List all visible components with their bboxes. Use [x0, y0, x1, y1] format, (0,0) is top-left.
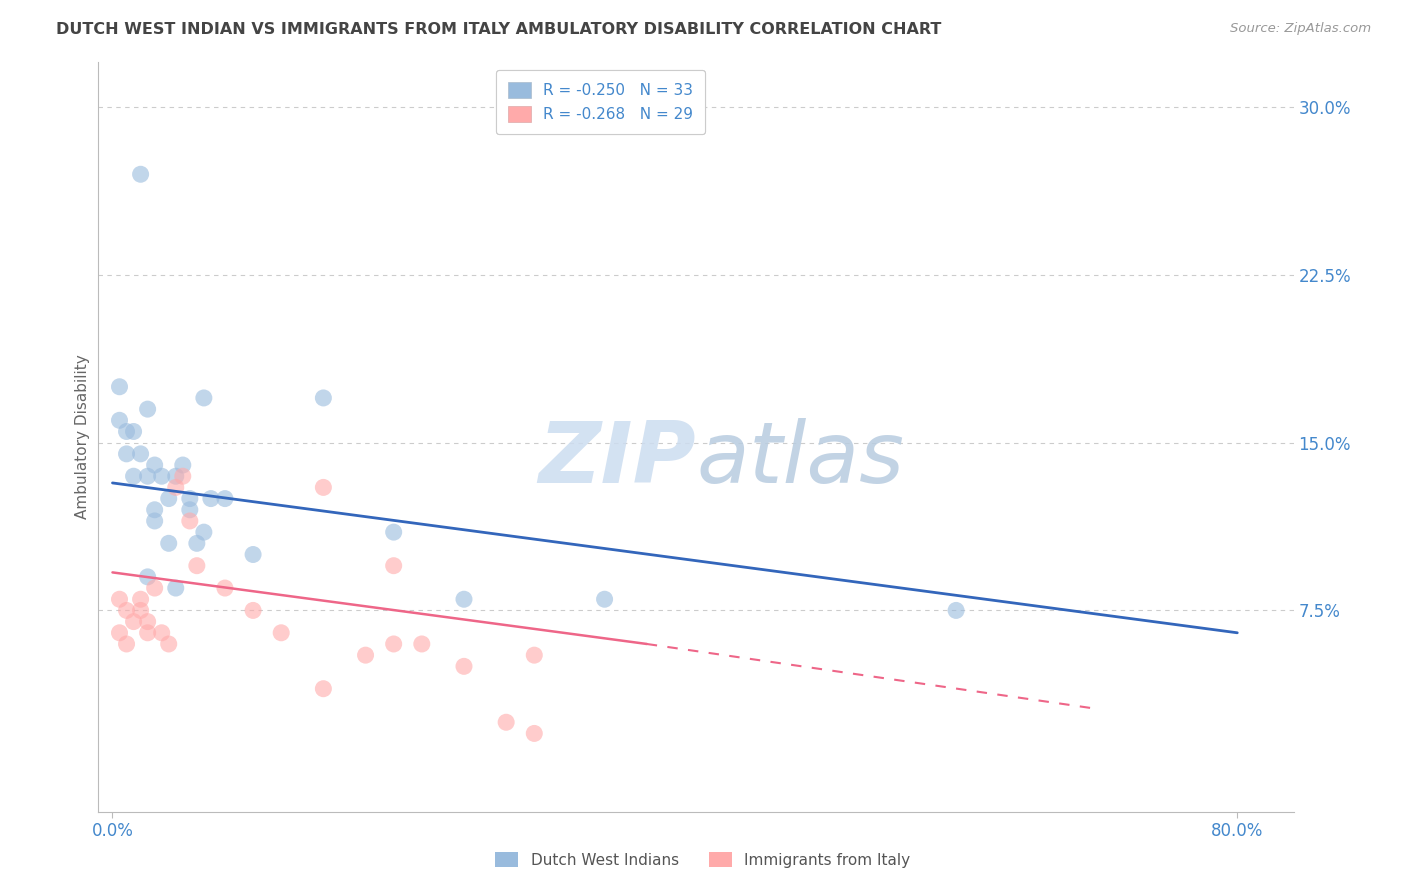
Point [115, 637, 138, 651]
Point [382, 637, 405, 651]
Point [129, 167, 152, 181]
Point [108, 592, 131, 607]
Point [354, 648, 377, 662]
Point [165, 581, 187, 595]
Legend: R = -0.250   N = 33, R = -0.268   N = 29: R = -0.250 N = 33, R = -0.268 N = 29 [495, 70, 706, 134]
Point [945, 603, 967, 617]
Point [312, 681, 335, 696]
Point [172, 469, 194, 483]
Point [523, 726, 546, 740]
Point [143, 514, 166, 528]
Point [186, 536, 208, 550]
Point [136, 402, 159, 417]
Point [136, 615, 159, 629]
Point [242, 603, 264, 617]
Point [312, 391, 335, 405]
Point [453, 659, 475, 673]
Text: atlas: atlas [696, 418, 904, 501]
Point [179, 502, 201, 516]
Point [136, 570, 159, 584]
Point [382, 525, 405, 540]
Point [200, 491, 222, 506]
Text: Source: ZipAtlas.com: Source: ZipAtlas.com [1230, 22, 1371, 36]
Point [270, 625, 292, 640]
Point [165, 480, 187, 494]
Legend: Dutch West Indians, Immigrants from Italy: Dutch West Indians, Immigrants from Ital… [488, 844, 918, 875]
Point [186, 558, 208, 573]
Point [523, 648, 546, 662]
Y-axis label: Ambulatory Disability: Ambulatory Disability [75, 355, 90, 519]
Point [495, 715, 517, 730]
Point [115, 603, 138, 617]
Point [214, 491, 236, 506]
Point [143, 458, 166, 472]
Point [453, 592, 475, 607]
Point [157, 536, 180, 550]
Point [150, 469, 173, 483]
Point [172, 458, 194, 472]
Point [122, 425, 145, 439]
Point [179, 514, 201, 528]
Text: DUTCH WEST INDIAN VS IMMIGRANTS FROM ITALY AMBULATORY DISABILITY CORRELATION CHA: DUTCH WEST INDIAN VS IMMIGRANTS FROM ITA… [56, 22, 942, 37]
Point [193, 391, 215, 405]
Point [165, 469, 187, 483]
Point [150, 625, 173, 640]
Point [411, 637, 433, 651]
Point [122, 615, 145, 629]
Point [122, 469, 145, 483]
Point [129, 603, 152, 617]
Point [179, 491, 201, 506]
Point [108, 380, 131, 394]
Point [108, 625, 131, 640]
Point [143, 581, 166, 595]
Point [382, 558, 405, 573]
Point [157, 637, 180, 651]
Point [312, 480, 335, 494]
Point [157, 491, 180, 506]
Point [593, 592, 616, 607]
Text: ZIP: ZIP [538, 418, 696, 501]
Point [108, 413, 131, 427]
Point [129, 592, 152, 607]
Point [143, 502, 166, 516]
Point [136, 469, 159, 483]
Point [193, 525, 215, 540]
Point [115, 425, 138, 439]
Point [214, 581, 236, 595]
Point [136, 625, 159, 640]
Point [129, 447, 152, 461]
Point [115, 447, 138, 461]
Point [242, 548, 264, 562]
